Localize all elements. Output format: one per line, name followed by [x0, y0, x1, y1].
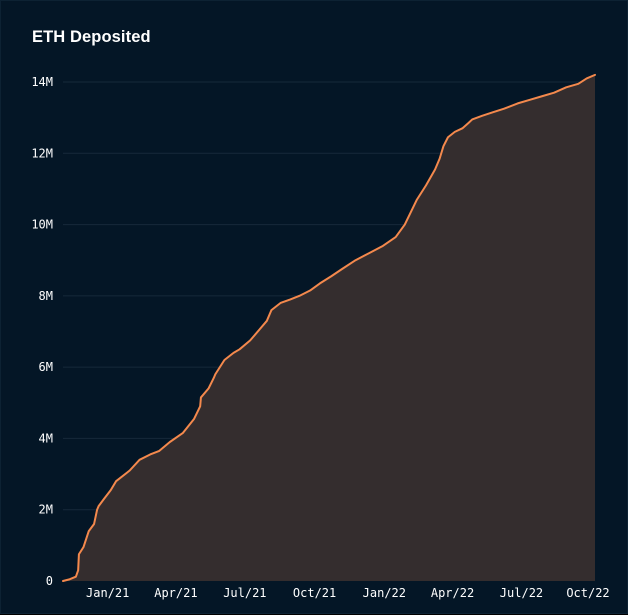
y-tick-label: 8M	[39, 289, 53, 303]
area-layer	[62, 73, 596, 582]
x-tick-label: Oct/21	[293, 586, 336, 600]
y-tick-label: 2M	[39, 503, 53, 517]
x-tick-label: Oct/22	[566, 586, 609, 600]
x-axis: Jan/21 Apr/21 Jul/21 Oct/21 Jan/22 Apr/22 Jul/…	[86, 586, 610, 600]
x-tick-label: Jan/21	[86, 586, 129, 600]
x-tick-label: Apr/22	[431, 586, 474, 600]
y-tick-label: 6M	[39, 360, 53, 374]
x-tick-label: Jan/22	[363, 586, 406, 600]
y-tick-label: 4M	[39, 431, 53, 445]
x-tick-label: Jul/22	[500, 586, 543, 600]
y-tick-label: 12M	[31, 146, 53, 160]
y-tick-label: 14M	[31, 75, 53, 89]
y-axis: 0 2M 4M 6M 8M 10M 12M 14M	[31, 75, 53, 588]
series-line	[62, 73, 596, 582]
chart-title: ETH Deposited	[32, 28, 151, 46]
y-tick-label: 10M	[31, 218, 53, 232]
y-tick-label: 0	[46, 574, 53, 588]
x-tick-label: Jul/21	[223, 586, 266, 600]
area-fill	[63, 74, 595, 582]
x-tick-label: Apr/21	[154, 586, 197, 600]
